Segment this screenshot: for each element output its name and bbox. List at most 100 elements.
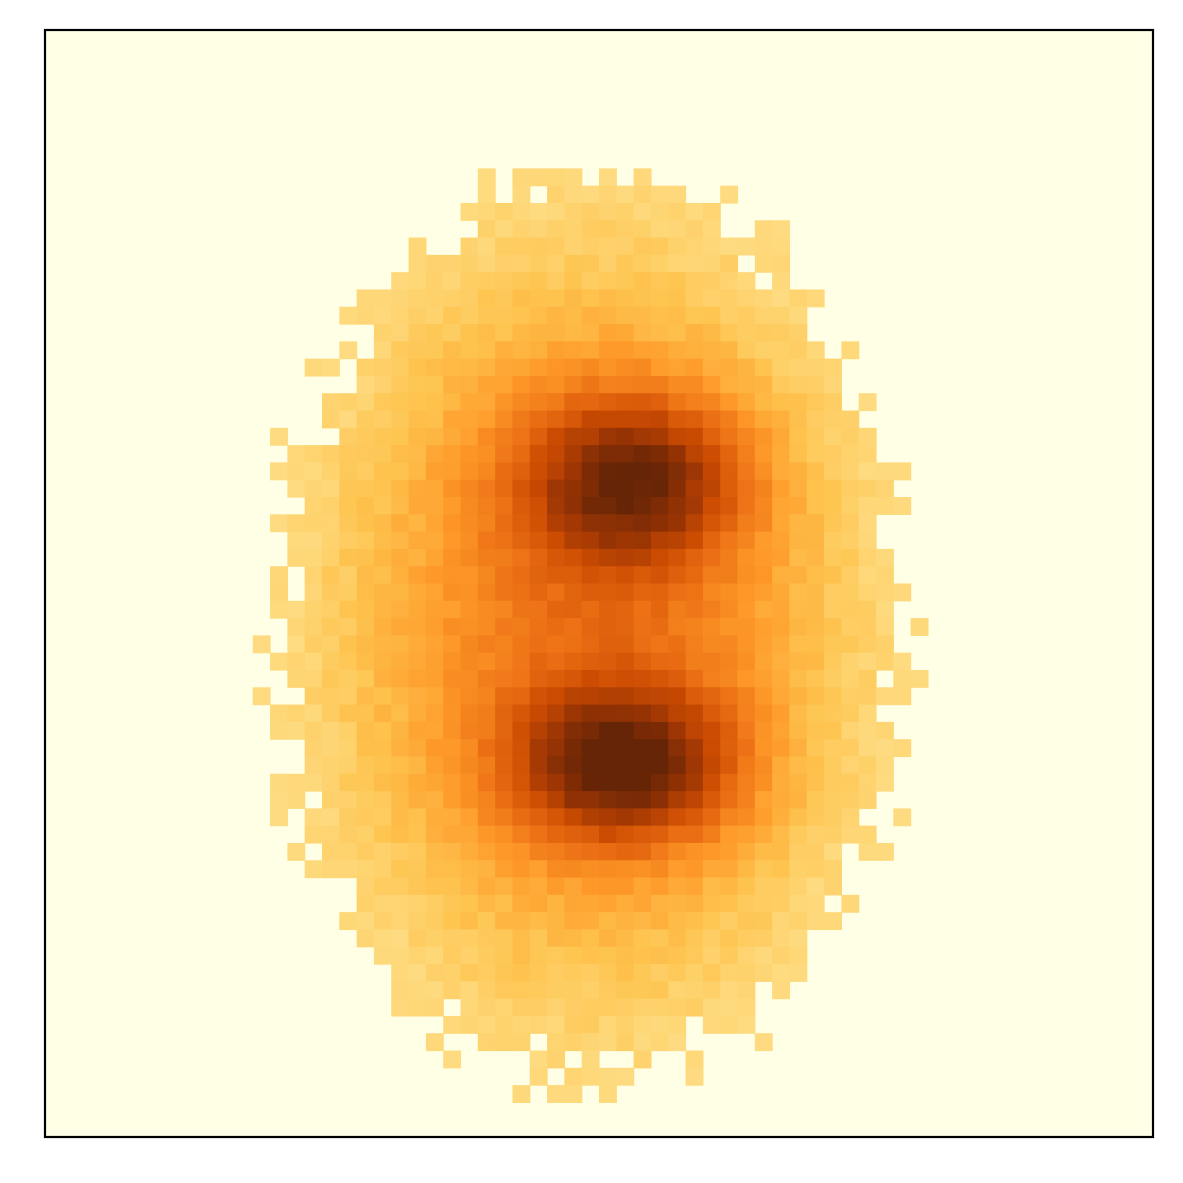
heatmap-cell [425,912,444,931]
heatmap-cell [287,704,306,723]
heatmap-cell [460,306,479,325]
heatmap-cell [702,202,721,221]
heatmap-cell [373,618,392,636]
heatmap-cell [789,375,808,394]
heatmap-cell [789,929,808,948]
heatmap-cell [616,306,635,325]
heatmap-cell [356,860,375,879]
heatmap-cell [547,185,565,204]
heatmap-cell [599,981,617,1000]
heatmap-cell [633,341,652,360]
heatmap-cell [304,566,323,585]
heatmap-cell [858,479,877,498]
heatmap-cell [529,860,548,879]
heatmap-cell [512,220,531,239]
heatmap-cell [339,652,358,671]
heatmap-cell [304,704,323,723]
heatmap-cell [633,773,652,792]
heatmap-cell [668,808,687,827]
heatmap-cell [616,462,635,481]
heatmap-cell [685,600,704,619]
heatmap-cell [650,964,669,982]
heatmap-cell [460,410,479,429]
heatmap-cell [408,548,427,567]
heatmap-cell [668,964,687,982]
heatmap-cell [685,531,704,550]
heatmap-cell [668,791,687,809]
heatmap-cell [824,687,842,706]
heatmap-cell [287,652,306,671]
heatmap-cell [512,704,531,723]
heatmap-cell [512,652,531,671]
heatmap-cell [581,600,600,619]
heatmap-cell [685,912,704,931]
heatmap-cell [772,964,791,982]
heatmap-cell [737,981,756,1000]
heatmap-cell [737,479,756,498]
heatmap-cell [512,998,531,1017]
heatmap-cell [408,600,427,619]
heatmap-cell [495,860,514,879]
heatmap-cell [564,842,583,861]
heatmap-cell [806,289,825,308]
heatmap-cell [512,773,531,792]
heatmap-cell [668,497,687,515]
heatmap-cell [616,894,635,913]
heatmap-cell [304,669,323,688]
heatmap-cell [616,410,635,429]
heatmap-cell [754,358,773,377]
heatmap-cell [477,168,496,187]
heatmap-cell [460,548,479,567]
heatmap-cell [720,739,739,758]
heatmap-cell [460,427,479,446]
heatmap-cell [841,548,860,567]
heatmap-cell [910,669,929,688]
heatmap-cell [581,998,600,1017]
heatmap-cell [650,479,669,498]
heatmap-cell [373,808,392,827]
heatmap-cell [460,756,479,775]
heatmap-cell [408,687,427,706]
heatmap-cell [599,514,617,533]
heatmap-cell [772,566,791,585]
heatmap-cell [495,791,514,809]
heatmap-cell [685,756,704,775]
heatmap-cell [564,791,583,809]
heatmap-cell [876,721,894,740]
heatmap-cell [477,237,496,256]
heatmap-cell [789,445,808,464]
heatmap-cell [529,894,548,913]
heatmap-cell [287,445,306,464]
heatmap-cell [443,289,462,308]
heatmap-cell [893,497,912,515]
heatmap-cell [304,514,323,533]
heatmap-cell [529,825,548,844]
heatmap-cell [616,185,635,204]
heatmap-cell [391,306,410,325]
heatmap-cell [581,220,600,239]
heatmap-cell [876,548,894,567]
heatmap-cell [633,1015,652,1034]
heatmap-cell [477,877,496,896]
heatmap-cell [529,877,548,896]
heatmap-cell [806,687,825,706]
heatmap-cell [702,877,721,896]
heatmap-cell [633,168,652,187]
heatmap-cell [547,894,565,913]
heatmap-cell [772,618,791,636]
heatmap-cell [512,306,531,325]
heatmap-cell [824,808,842,827]
heatmap-cell [772,497,791,515]
heatmap-cell [408,894,427,913]
heatmap-cell [616,1067,635,1086]
heatmap-cell [495,254,514,273]
heatmap-cell [443,306,462,325]
heatmap-cell [633,393,652,412]
heatmap-cell [616,514,635,533]
heatmap-cell [754,877,773,896]
heatmap-cell [650,894,669,913]
heatmap-cell [425,721,444,740]
heatmap-cell [356,497,375,515]
heatmap-cell [668,981,687,1000]
heatmap-cell [668,721,687,740]
